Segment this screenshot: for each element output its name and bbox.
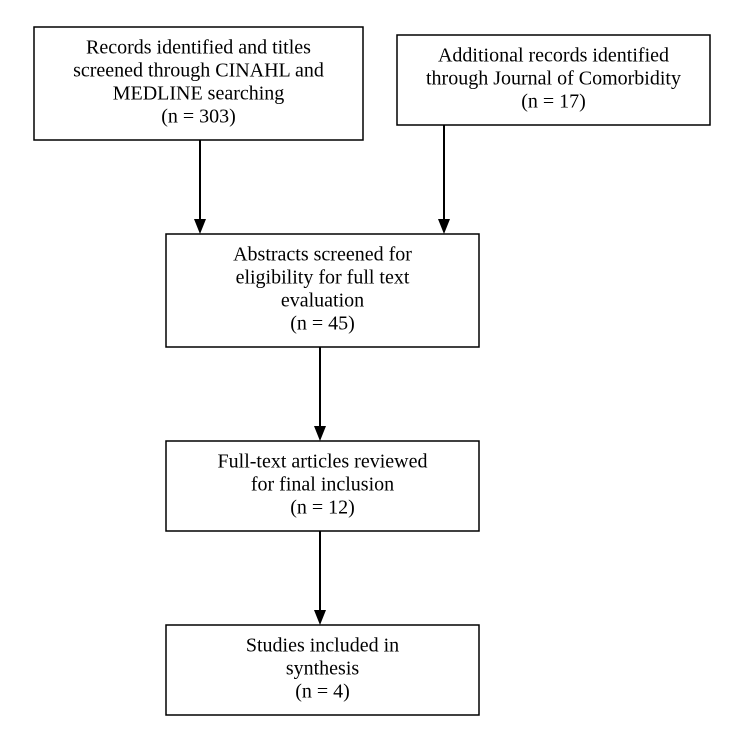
box-line: Studies included in [246, 635, 399, 657]
box-line: synthesis [286, 658, 360, 680]
arrow-head-icon [314, 426, 326, 441]
flowchart-arrow-0 [194, 140, 206, 234]
box-line: eligibility for full text [236, 267, 410, 289]
arrow-head-icon [194, 219, 206, 234]
flowchart-box-abstracts: Abstracts screened foreligibility for fu… [166, 234, 479, 347]
box-line: (n = 303) [161, 106, 236, 128]
flowchart-box-fulltext: Full-text articles reviewedfor final inc… [166, 441, 479, 531]
box-line: screened through CINAHL and [73, 60, 324, 82]
flowchart-arrow-3 [314, 531, 326, 625]
box-line: through Journal of Comorbidity [426, 68, 681, 90]
arrow-head-icon [438, 219, 450, 234]
box-line: MEDLINE searching [113, 83, 285, 105]
box-line: (n = 45) [290, 313, 355, 335]
box-line: Abstracts screened for [233, 244, 412, 266]
box-line: (n = 4) [295, 681, 350, 703]
box-line: evaluation [281, 290, 364, 312]
box-line: Full-text articles reviewed [218, 451, 428, 473]
box-line: (n = 17) [521, 91, 586, 113]
flowchart-box-studies: Studies included insynthesis(n = 4) [166, 625, 479, 715]
flowchart-arrow-1 [438, 125, 450, 234]
flowchart-box-records_cinahl: Records identified and titlesscreened th… [34, 27, 363, 140]
flowchart-arrow-2 [314, 347, 326, 441]
box-line: for final inclusion [251, 474, 394, 496]
flowchart-box-records_journal: Additional records identifiedthrough Jou… [397, 35, 710, 125]
box-line: Records identified and titles [86, 37, 311, 59]
box-line: (n = 12) [290, 497, 355, 519]
arrow-head-icon [314, 610, 326, 625]
box-line: Additional records identified [438, 45, 669, 67]
